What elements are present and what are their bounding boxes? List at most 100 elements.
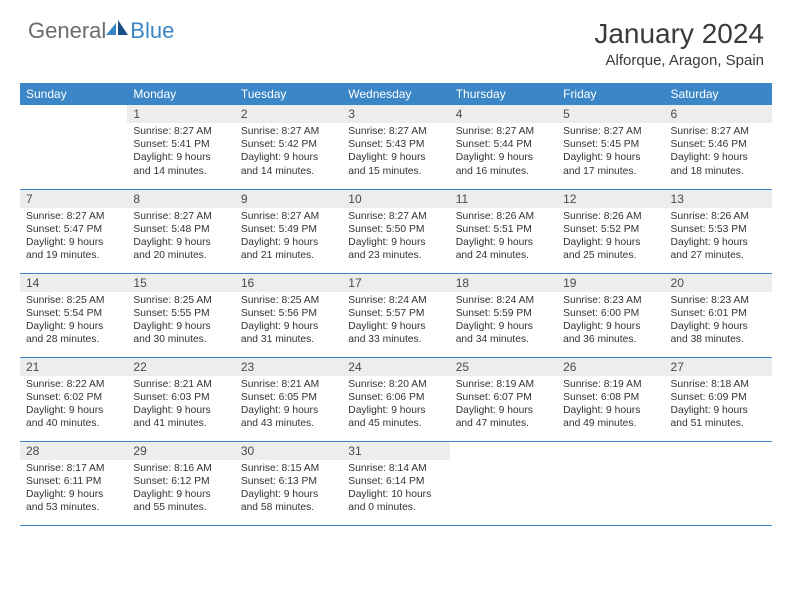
day-daylight2: and 53 minutes. xyxy=(26,501,121,514)
day-daylight2: and 14 minutes. xyxy=(133,165,228,178)
day-sunrise: Sunrise: 8:26 AM xyxy=(563,210,658,223)
day-content: Sunrise: 8:27 AMSunset: 5:50 PMDaylight:… xyxy=(342,208,449,267)
day-content: Sunrise: 8:27 AMSunset: 5:41 PMDaylight:… xyxy=(127,123,234,182)
day-daylight1: Daylight: 9 hours xyxy=(671,404,766,417)
day-sunrise: Sunrise: 8:15 AM xyxy=(241,462,336,475)
calendar-day-cell xyxy=(557,441,664,525)
weekday-header: Wednesday xyxy=(342,83,449,105)
day-daylight2: and 45 minutes. xyxy=(348,417,443,430)
day-sunset: Sunset: 5:41 PM xyxy=(133,138,228,151)
day-daylight1: Daylight: 9 hours xyxy=(348,236,443,249)
day-sunset: Sunset: 6:11 PM xyxy=(26,475,121,488)
day-sunrise: Sunrise: 8:26 AM xyxy=(671,210,766,223)
day-sunrise: Sunrise: 8:23 AM xyxy=(563,294,658,307)
day-daylight1: Daylight: 9 hours xyxy=(563,404,658,417)
empty-day xyxy=(20,105,127,123)
calendar-week-row: 1Sunrise: 8:27 AMSunset: 5:41 PMDaylight… xyxy=(20,105,772,189)
day-number: 11 xyxy=(450,190,557,208)
day-number: 27 xyxy=(665,358,772,376)
day-daylight2: and 16 minutes. xyxy=(456,165,551,178)
day-content: Sunrise: 8:16 AMSunset: 6:12 PMDaylight:… xyxy=(127,460,234,519)
day-content: Sunrise: 8:27 AMSunset: 5:42 PMDaylight:… xyxy=(235,123,342,182)
day-sunrise: Sunrise: 8:24 AM xyxy=(348,294,443,307)
day-sunset: Sunset: 5:49 PM xyxy=(241,223,336,236)
day-sunrise: Sunrise: 8:25 AM xyxy=(241,294,336,307)
calendar-day-cell: 12Sunrise: 8:26 AMSunset: 5:52 PMDayligh… xyxy=(557,189,664,273)
day-sunrise: Sunrise: 8:19 AM xyxy=(563,378,658,391)
day-content: Sunrise: 8:22 AMSunset: 6:02 PMDaylight:… xyxy=(20,376,127,435)
day-content: Sunrise: 8:26 AMSunset: 5:52 PMDaylight:… xyxy=(557,208,664,267)
day-sunrise: Sunrise: 8:21 AM xyxy=(241,378,336,391)
day-content: Sunrise: 8:25 AMSunset: 5:56 PMDaylight:… xyxy=(235,292,342,351)
day-sunset: Sunset: 5:44 PM xyxy=(456,138,551,151)
day-daylight1: Daylight: 10 hours xyxy=(348,488,443,501)
day-number: 10 xyxy=(342,190,449,208)
day-daylight2: and 34 minutes. xyxy=(456,333,551,346)
day-sunset: Sunset: 5:46 PM xyxy=(671,138,766,151)
calendar-day-cell: 3Sunrise: 8:27 AMSunset: 5:43 PMDaylight… xyxy=(342,105,449,189)
day-number: 20 xyxy=(665,274,772,292)
day-number: 23 xyxy=(235,358,342,376)
day-content: Sunrise: 8:24 AMSunset: 5:59 PMDaylight:… xyxy=(450,292,557,351)
day-daylight1: Daylight: 9 hours xyxy=(456,151,551,164)
weekday-header: Saturday xyxy=(665,83,772,105)
day-sunrise: Sunrise: 8:24 AM xyxy=(456,294,551,307)
calendar-day-cell: 17Sunrise: 8:24 AMSunset: 5:57 PMDayligh… xyxy=(342,273,449,357)
day-daylight2: and 31 minutes. xyxy=(241,333,336,346)
day-sunrise: Sunrise: 8:25 AM xyxy=(26,294,121,307)
calendar-day-cell: 19Sunrise: 8:23 AMSunset: 6:00 PMDayligh… xyxy=(557,273,664,357)
day-number: 21 xyxy=(20,358,127,376)
calendar-day-cell: 1Sunrise: 8:27 AMSunset: 5:41 PMDaylight… xyxy=(127,105,234,189)
day-sunrise: Sunrise: 8:27 AM xyxy=(133,125,228,138)
calendar-week-row: 14Sunrise: 8:25 AMSunset: 5:54 PMDayligh… xyxy=(20,273,772,357)
day-daylight1: Daylight: 9 hours xyxy=(241,320,336,333)
calendar-day-cell: 29Sunrise: 8:16 AMSunset: 6:12 PMDayligh… xyxy=(127,441,234,525)
logo: General Blue xyxy=(28,18,174,44)
day-content: Sunrise: 8:19 AMSunset: 6:08 PMDaylight:… xyxy=(557,376,664,435)
day-sunset: Sunset: 5:51 PM xyxy=(456,223,551,236)
day-sunset: Sunset: 6:12 PM xyxy=(133,475,228,488)
calendar-day-cell: 26Sunrise: 8:19 AMSunset: 6:08 PMDayligh… xyxy=(557,357,664,441)
day-sunset: Sunset: 5:45 PM xyxy=(563,138,658,151)
calendar-day-cell: 23Sunrise: 8:21 AMSunset: 6:05 PMDayligh… xyxy=(235,357,342,441)
day-number: 7 xyxy=(20,190,127,208)
day-content: Sunrise: 8:19 AMSunset: 6:07 PMDaylight:… xyxy=(450,376,557,435)
weekday-header: Thursday xyxy=(450,83,557,105)
day-content: Sunrise: 8:27 AMSunset: 5:43 PMDaylight:… xyxy=(342,123,449,182)
day-daylight1: Daylight: 9 hours xyxy=(348,151,443,164)
day-daylight1: Daylight: 9 hours xyxy=(241,151,336,164)
day-sunset: Sunset: 6:14 PM xyxy=(348,475,443,488)
day-number: 4 xyxy=(450,105,557,123)
calendar-day-cell: 30Sunrise: 8:15 AMSunset: 6:13 PMDayligh… xyxy=(235,441,342,525)
day-daylight2: and 38 minutes. xyxy=(671,333,766,346)
day-sunset: Sunset: 6:13 PM xyxy=(241,475,336,488)
weekday-header: Friday xyxy=(557,83,664,105)
calendar-day-cell: 28Sunrise: 8:17 AMSunset: 6:11 PMDayligh… xyxy=(20,441,127,525)
day-content: Sunrise: 8:25 AMSunset: 5:55 PMDaylight:… xyxy=(127,292,234,351)
day-sunrise: Sunrise: 8:23 AM xyxy=(671,294,766,307)
day-sunset: Sunset: 6:09 PM xyxy=(671,391,766,404)
calendar-day-cell: 8Sunrise: 8:27 AMSunset: 5:48 PMDaylight… xyxy=(127,189,234,273)
calendar-day-cell: 10Sunrise: 8:27 AMSunset: 5:50 PMDayligh… xyxy=(342,189,449,273)
day-daylight1: Daylight: 9 hours xyxy=(241,236,336,249)
day-sunrise: Sunrise: 8:21 AM xyxy=(133,378,228,391)
day-sunset: Sunset: 5:43 PM xyxy=(348,138,443,151)
day-number: 12 xyxy=(557,190,664,208)
day-number: 8 xyxy=(127,190,234,208)
day-sunset: Sunset: 5:54 PM xyxy=(26,307,121,320)
day-content: Sunrise: 8:26 AMSunset: 5:53 PMDaylight:… xyxy=(665,208,772,267)
day-daylight2: and 51 minutes. xyxy=(671,417,766,430)
calendar-week-row: 28Sunrise: 8:17 AMSunset: 6:11 PMDayligh… xyxy=(20,441,772,525)
day-sunset: Sunset: 5:55 PM xyxy=(133,307,228,320)
location-text: Alforque, Aragon, Spain xyxy=(594,52,764,69)
day-number: 14 xyxy=(20,274,127,292)
day-sunrise: Sunrise: 8:27 AM xyxy=(133,210,228,223)
day-daylight2: and 41 minutes. xyxy=(133,417,228,430)
day-daylight1: Daylight: 9 hours xyxy=(671,320,766,333)
day-daylight1: Daylight: 9 hours xyxy=(563,236,658,249)
calendar-day-cell: 15Sunrise: 8:25 AMSunset: 5:55 PMDayligh… xyxy=(127,273,234,357)
day-number: 3 xyxy=(342,105,449,123)
day-number: 26 xyxy=(557,358,664,376)
day-daylight2: and 18 minutes. xyxy=(671,165,766,178)
day-daylight1: Daylight: 9 hours xyxy=(456,320,551,333)
